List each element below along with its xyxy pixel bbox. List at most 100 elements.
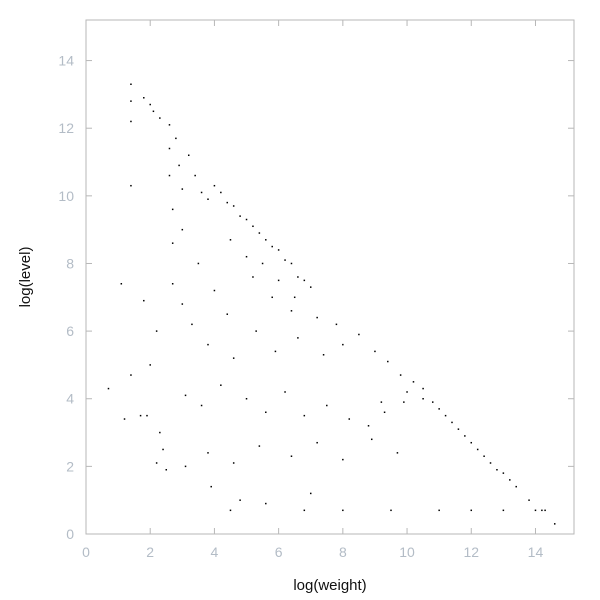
data-point [168, 174, 171, 177]
data-point [245, 255, 248, 258]
data-point [277, 279, 280, 282]
data-point [284, 259, 286, 261]
data-point [120, 283, 123, 285]
y-axis-title: log(level) [17, 247, 34, 308]
data-point [184, 394, 187, 397]
data-point [187, 154, 190, 157]
x-axis-title: log(weight) [293, 577, 366, 594]
data-point [322, 354, 325, 356]
data-point [200, 404, 203, 407]
data-point [396, 452, 399, 454]
data-point [232, 205, 235, 207]
data-point [213, 289, 216, 292]
data-point [348, 418, 351, 420]
data-point [303, 279, 306, 282]
data-point [335, 323, 338, 326]
data-point [457, 428, 460, 430]
data-point [168, 124, 171, 126]
data-point [502, 472, 505, 474]
data-point [229, 509, 232, 512]
data-point [159, 117, 161, 119]
data-point [290, 455, 293, 457]
data-point [107, 387, 110, 390]
y-tick-label: 6 [66, 323, 74, 339]
x-tick-label: 6 [275, 544, 283, 560]
data-point [464, 435, 466, 437]
data-point [309, 492, 312, 495]
data-point [245, 397, 248, 400]
data-point [370, 438, 373, 441]
data-point [316, 316, 318, 319]
data-point [146, 414, 148, 417]
data-point [130, 120, 132, 123]
data-point [316, 441, 318, 444]
data-point [509, 479, 511, 481]
data-points [107, 83, 556, 525]
data-point [483, 455, 485, 457]
data-point [194, 174, 196, 177]
data-point [274, 350, 277, 353]
data-point [143, 299, 145, 302]
data-point [143, 97, 145, 99]
data-point [502, 509, 505, 512]
data-point [181, 228, 184, 231]
data-point [431, 401, 434, 403]
plot-frame [85, 19, 575, 535]
data-point [155, 330, 158, 332]
data-point [290, 310, 293, 312]
data-point [184, 465, 187, 468]
y-tick-label: 10 [58, 188, 74, 204]
data-point [213, 184, 216, 187]
data-point [232, 462, 235, 464]
data-point [239, 215, 241, 217]
y-tick-label: 4 [66, 391, 74, 407]
data-point [367, 425, 370, 427]
data-point [149, 103, 151, 106]
axis-ticks [85, 20, 574, 535]
x-tick-label: 10 [399, 544, 415, 560]
x-tick-label: 2 [146, 544, 154, 560]
data-point [271, 245, 273, 248]
data-point [342, 458, 344, 461]
axis-tick-labels: 0 2 4 6 8 10 12 14 0 2 4 6 8 10 12 14 [58, 53, 543, 560]
data-point [261, 262, 264, 265]
data-point [293, 296, 296, 299]
data-point [149, 364, 151, 366]
data-point [175, 137, 177, 140]
data-point [342, 509, 344, 512]
data-point [438, 509, 440, 512]
data-point [265, 502, 267, 505]
data-point [168, 147, 171, 150]
data-point [159, 431, 161, 434]
data-point [258, 445, 261, 447]
data-point [207, 343, 209, 346]
data-point [438, 408, 440, 410]
data-point [130, 83, 132, 85]
data-point [390, 509, 392, 512]
data-point [130, 100, 132, 102]
data-point [383, 411, 386, 414]
data-point [220, 384, 222, 386]
data-point [380, 401, 383, 403]
data-point [290, 262, 293, 265]
data-point [489, 462, 492, 464]
data-point [387, 360, 389, 363]
data-point [181, 303, 184, 305]
data-point [496, 469, 498, 471]
data-point [130, 184, 132, 187]
data-point [326, 404, 328, 407]
data-point [171, 208, 174, 211]
data-point [374, 350, 376, 353]
data-point [171, 283, 174, 285]
data-point [297, 276, 299, 278]
data-point [171, 242, 174, 244]
data-point [229, 239, 232, 241]
data-point [155, 462, 158, 464]
data-point [207, 452, 209, 454]
data-point [444, 414, 447, 417]
y-tick-label: 2 [66, 458, 74, 474]
data-point [207, 198, 209, 200]
data-point [191, 323, 193, 326]
data-point [412, 381, 415, 383]
data-point [303, 509, 306, 512]
